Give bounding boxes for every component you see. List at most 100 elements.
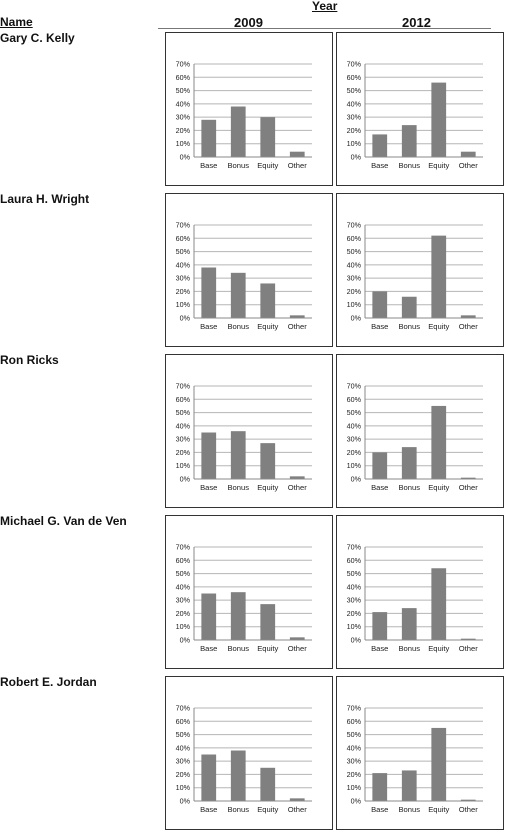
y-tick-label: 10% xyxy=(176,139,191,148)
x-tick-label: Bonus xyxy=(398,161,420,170)
y-tick-label: 20% xyxy=(176,448,191,457)
y-tick-label: 20% xyxy=(347,609,362,618)
y-tick-label: 60% xyxy=(176,234,191,243)
compensation-chart: 0% 10% 20% 30% 40% 50% 60% 70% Base Bonus Equity Ot… xyxy=(336,193,504,347)
x-tick-label: Equity xyxy=(428,483,449,492)
compensation-chart: 0% 10% 20% 30% 40% 50% 60% 70% Base Bonus Equity Ot… xyxy=(336,354,504,508)
column-header-2012: 2012 xyxy=(402,15,431,30)
bar-other xyxy=(289,315,305,318)
x-tick-label: Equity xyxy=(257,805,278,814)
bar-other xyxy=(289,476,305,479)
y-tick-label: 20% xyxy=(347,287,362,296)
chart-svg: 0% 10% 20% 30% 40% 50% 60% 70% Base Bonus Equity Ot… xyxy=(347,543,483,653)
bar-other xyxy=(460,638,476,640)
y-tick-label: 0% xyxy=(351,636,362,645)
x-tick-label: Other xyxy=(459,322,478,331)
y-tick-label: 10% xyxy=(347,622,362,631)
bar-other xyxy=(460,799,476,801)
y-tick-label: 30% xyxy=(347,113,362,122)
y-tick-label: 60% xyxy=(176,73,191,82)
x-tick-label: Base xyxy=(200,322,217,331)
y-tick-label: 40% xyxy=(176,421,191,430)
y-tick-label: 70% xyxy=(176,221,191,230)
chart-svg: 0% 10% 20% 30% 40% 50% 60% 70% Base Bonus Equity Ot… xyxy=(176,704,312,814)
y-tick-label: 0% xyxy=(351,797,362,806)
bar-other xyxy=(460,151,476,157)
y-tick-label: 70% xyxy=(176,382,191,391)
y-tick-label: 10% xyxy=(347,139,362,148)
x-tick-label: Equity xyxy=(428,644,449,653)
compensation-chart: 0% 10% 20% 30% 40% 50% 60% 70% Base Bonus Equity Ot… xyxy=(165,515,333,669)
y-tick-label: 70% xyxy=(347,60,362,69)
x-tick-label: Base xyxy=(371,483,388,492)
y-tick-label: 60% xyxy=(347,395,362,404)
y-tick-label: 30% xyxy=(176,274,191,283)
x-tick-label: Bonus xyxy=(227,644,249,653)
y-tick-label: 50% xyxy=(176,86,191,95)
bar-other xyxy=(460,477,476,479)
bar-bonus xyxy=(230,106,246,157)
y-tick-label: 20% xyxy=(347,126,362,135)
x-tick-label: Equity xyxy=(428,322,449,331)
x-tick-label: Bonus xyxy=(398,483,420,492)
y-tick-label: 30% xyxy=(176,113,191,122)
y-tick-label: 70% xyxy=(176,60,191,69)
y-tick-label: 70% xyxy=(347,221,362,230)
y-tick-label: 50% xyxy=(176,730,191,739)
bar-equity xyxy=(431,727,447,801)
x-tick-label: Other xyxy=(459,805,478,814)
y-tick-label: 10% xyxy=(347,300,362,309)
y-tick-label: 60% xyxy=(176,717,191,726)
y-tick-label: 50% xyxy=(347,247,362,256)
chart-svg: 0% 10% 20% 30% 40% 50% 60% 70% Base Bonus Equity Ot… xyxy=(347,60,483,170)
y-tick-label: 50% xyxy=(347,730,362,739)
bar-equity xyxy=(260,283,276,318)
compensation-chart: 0% 10% 20% 30% 40% 50% 60% 70% Base Bonus Equity Ot… xyxy=(165,354,333,508)
bar-equity xyxy=(431,82,447,157)
y-tick-label: 60% xyxy=(176,395,191,404)
x-tick-label: Bonus xyxy=(398,805,420,814)
y-tick-label: 60% xyxy=(347,556,362,565)
y-tick-label: 50% xyxy=(176,408,191,417)
bar-base xyxy=(372,134,388,157)
y-tick-label: 50% xyxy=(176,569,191,578)
y-tick-label: 40% xyxy=(347,582,362,591)
bar-other xyxy=(460,315,476,318)
chart-svg: 0% 10% 20% 30% 40% 50% 60% 70% Base Bonus Equity Ot… xyxy=(347,221,483,331)
y-tick-label: 10% xyxy=(176,622,191,631)
y-tick-label: 0% xyxy=(351,475,362,484)
x-tick-label: Base xyxy=(371,161,388,170)
bar-bonus xyxy=(401,125,417,157)
bar-base xyxy=(201,593,217,640)
x-tick-label: Other xyxy=(459,483,478,492)
x-tick-label: Equity xyxy=(257,161,278,170)
bar-base xyxy=(372,291,388,318)
bar-bonus xyxy=(401,447,417,479)
x-tick-label: Equity xyxy=(428,805,449,814)
bar-bonus xyxy=(230,272,246,318)
bar-bonus xyxy=(230,592,246,640)
x-tick-label: Other xyxy=(459,644,478,653)
bar-other xyxy=(289,151,305,157)
header-divider xyxy=(158,28,491,29)
y-tick-label: 0% xyxy=(351,314,362,323)
chart-svg: 0% 10% 20% 30% 40% 50% 60% 70% Base Bonus Equity Ot… xyxy=(176,382,312,492)
x-tick-label: Base xyxy=(200,483,217,492)
y-tick-label: 0% xyxy=(180,797,191,806)
y-tick-label: 40% xyxy=(176,743,191,752)
x-tick-label: Bonus xyxy=(227,483,249,492)
chart-svg: 0% 10% 20% 30% 40% 50% 60% 70% Base Bonus Equity Ot… xyxy=(347,704,483,814)
y-tick-label: 50% xyxy=(347,86,362,95)
y-tick-label: 20% xyxy=(347,770,362,779)
compensation-chart: 0% 10% 20% 30% 40% 50% 60% 70% Base Bonus Equity Ot… xyxy=(165,676,333,830)
x-tick-label: Base xyxy=(371,322,388,331)
y-tick-label: 50% xyxy=(347,408,362,417)
bar-equity xyxy=(431,405,447,479)
y-tick-label: 60% xyxy=(347,234,362,243)
compensation-chart: 0% 10% 20% 30% 40% 50% 60% 70% Base Bonus Equity Ot… xyxy=(336,676,504,830)
chart-svg: 0% 10% 20% 30% 40% 50% 60% 70% Base Bonus Equity Ot… xyxy=(176,543,312,653)
y-tick-label: 10% xyxy=(347,461,362,470)
x-tick-label: Other xyxy=(459,161,478,170)
column-header-2009: 2009 xyxy=(234,15,263,30)
y-tick-label: 40% xyxy=(176,582,191,591)
